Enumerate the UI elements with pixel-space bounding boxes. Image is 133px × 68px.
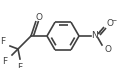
Text: O: O bbox=[36, 13, 43, 21]
Text: O: O bbox=[105, 45, 111, 54]
Text: N: N bbox=[92, 31, 98, 41]
Text: O: O bbox=[107, 18, 113, 27]
Text: −: − bbox=[111, 17, 117, 23]
Text: F: F bbox=[0, 37, 6, 47]
Text: F: F bbox=[2, 57, 8, 65]
Text: F: F bbox=[17, 62, 23, 68]
Text: +: + bbox=[96, 30, 102, 34]
